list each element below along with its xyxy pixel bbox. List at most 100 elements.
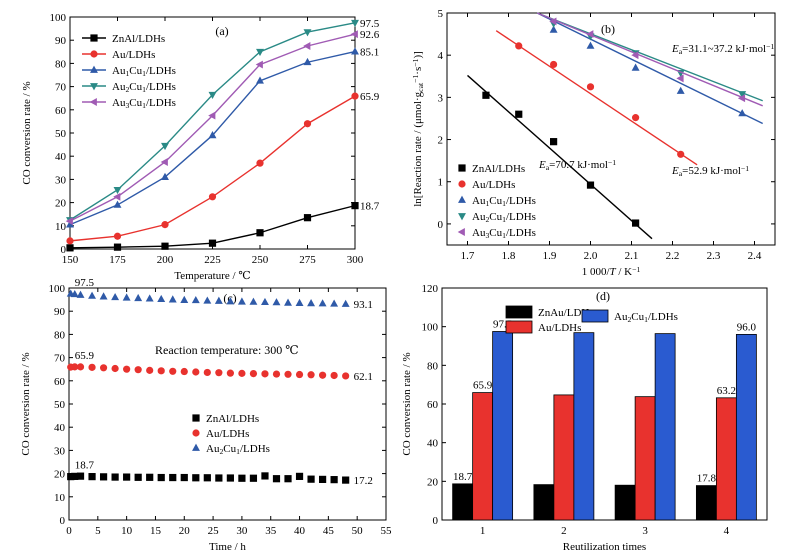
x-tick-label: 2.3 <box>707 250 721 262</box>
series-Au2Cu1/LDHs: 97.5 <box>66 18 380 225</box>
x-tick-label: 175 <box>109 254 126 266</box>
legend: ZnAl/LDHs Au/LDHs Au1Cu1/LDHs Au2Cu1/LDHs Au… <box>457 163 536 240</box>
x-tick-label: 5 <box>95 525 101 537</box>
data-point <box>161 221 169 229</box>
data-point <box>208 193 217 201</box>
x-tick-label: 55 <box>381 525 393 537</box>
data-point <box>215 369 223 377</box>
data-point <box>157 473 165 482</box>
series-Au3Cu1/LDHs: 92.6 <box>65 29 380 226</box>
legend-marker <box>458 180 466 188</box>
data-point <box>249 297 258 305</box>
data-point <box>295 472 304 480</box>
plot-frame <box>68 287 387 521</box>
y-tick-label: 1 <box>438 177 444 189</box>
x-tick-label: 225 <box>204 254 221 266</box>
bar-label: 96.0 <box>737 321 757 333</box>
x-tick-label: 15 <box>150 525 162 537</box>
y-tick-label: 90 <box>55 35 67 47</box>
data-point <box>677 150 685 158</box>
series-ZnAl/LDHs: 18.7 17.2 <box>67 460 373 487</box>
y-tick-label: 0 <box>61 244 67 256</box>
data-point <box>192 368 200 376</box>
x-tick-label: 20 <box>179 525 191 537</box>
data-point <box>226 369 234 377</box>
y-tick-label: 100 <box>49 283 66 295</box>
data-point <box>303 57 312 66</box>
x-axis-label: Reutilization times <box>563 541 646 553</box>
legend-label: ZnAl/LDHs <box>112 33 165 45</box>
series-ZnAl/LDHs <box>467 74 653 240</box>
data-point <box>99 473 108 481</box>
data-point <box>180 367 188 376</box>
data-point <box>168 295 177 303</box>
data-point <box>303 120 312 128</box>
data-point <box>66 237 74 245</box>
x-tick-label: 1.8 <box>502 250 516 262</box>
data-point <box>208 111 216 120</box>
legend-label: Au2Cu1/LDHs <box>472 211 536 224</box>
data-label: 65.9 <box>360 91 380 103</box>
data-point <box>203 474 211 482</box>
data-label-end: 93.1 <box>354 299 373 311</box>
data-point <box>113 232 122 240</box>
legend-marker <box>458 213 466 221</box>
bar-label: 63.2 <box>717 385 736 397</box>
data-point <box>261 297 269 306</box>
y-tick-label: 0 <box>60 515 66 527</box>
x-tick-label: 30 <box>236 525 248 537</box>
x-tick-label: 0 <box>66 525 72 537</box>
data-point <box>632 114 640 122</box>
y-tick-label: 60 <box>54 376 66 388</box>
y-axis-label: CO conversion rate / % <box>401 352 413 455</box>
data-point <box>238 474 246 482</box>
panel-label: (d) <box>596 289 610 303</box>
y-axis-label: ln[Reaction rate / (μmol·gcat−1·s−1)] <box>411 51 425 207</box>
x-tick-label: 1 <box>480 525 486 537</box>
annotation-ea-au: Ea=52.9 kJ·mol−1 <box>671 164 749 178</box>
y-tick-label: 60 <box>55 105 67 117</box>
data-point <box>550 138 558 146</box>
data-point <box>272 370 281 378</box>
data-point <box>70 289 79 298</box>
data-point <box>113 200 122 208</box>
data-point <box>208 239 217 247</box>
y-tick-label: 40 <box>54 422 66 434</box>
data-point <box>226 297 235 305</box>
series-Au1Cu1/LDHs <box>536 12 764 125</box>
data-label-end: 62.1 <box>354 371 373 383</box>
series-Au/LDHs <box>495 30 698 166</box>
data-point <box>161 242 169 250</box>
bar <box>492 331 514 521</box>
bar <box>735 333 757 521</box>
legend-marker <box>192 443 200 451</box>
data-point <box>203 296 212 304</box>
y-tick-label: 70 <box>55 82 67 94</box>
bar <box>452 483 474 521</box>
x-tick-label: 200 <box>157 254 174 266</box>
data-point <box>272 298 281 306</box>
legend-label: Au2Cu1/LDHs <box>614 311 678 324</box>
series-Au2Cu1/LDHs <box>492 331 757 521</box>
data-point <box>350 30 358 39</box>
data-point <box>146 473 154 481</box>
legend-label: Au/LDHs <box>538 322 581 334</box>
bar <box>553 394 575 521</box>
x-tick-label: 1.7 <box>461 250 475 262</box>
y-tick-label: 20 <box>427 476 439 488</box>
data-point <box>330 299 339 307</box>
chart-panel-d: 0 20 40 60 80 100 120 (d) Reutilization times CO … <box>401 283 768 553</box>
data-point <box>351 19 359 28</box>
data-point <box>303 214 312 222</box>
x-tick-label: 4 <box>724 525 730 537</box>
data-point <box>157 367 165 375</box>
data-point <box>113 243 122 251</box>
y-tick-label: 10 <box>55 221 67 233</box>
series-Au/LDHs: 65.9 <box>66 91 380 245</box>
legend-marker <box>90 65 98 73</box>
bar <box>472 392 494 521</box>
legend-label: Au2Cu1/LDHs <box>206 443 270 456</box>
x-tick-label: 275 <box>299 254 316 266</box>
bar-label: 18.7 <box>453 471 473 483</box>
data-point <box>586 83 595 91</box>
